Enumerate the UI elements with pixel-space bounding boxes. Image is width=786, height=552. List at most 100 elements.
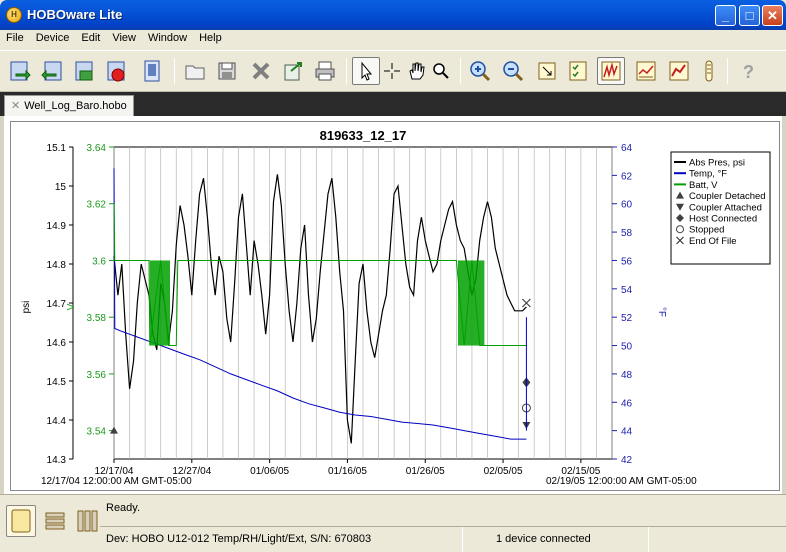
readout-device-icon[interactable]	[38, 57, 66, 85]
temp-tick-label: 58	[621, 228, 633, 239]
device-info-text: Dev: HOBO U12-012 Temp/RH/Light/Ext, S/N…	[106, 533, 372, 545]
menu-file[interactable]: File	[6, 32, 24, 44]
temp-tick-label: 48	[621, 370, 633, 381]
minimize-button[interactable]: _	[715, 5, 736, 26]
legend-triangle-up-icon	[676, 191, 684, 199]
select-area-icon[interactable]	[533, 57, 561, 85]
x-start-label: 12/17/04 12:00:00 AM GMT-05:00	[41, 476, 192, 487]
legend-label: Host Connected	[689, 214, 757, 225]
volt-tick-label: 3.54	[87, 427, 107, 438]
status-area: Ready. Dev: HOBO U12-012 Temp/RH/Light/E…	[0, 494, 786, 552]
legend-diamond-icon	[676, 214, 684, 222]
battery-block	[457, 260, 485, 346]
status-device-icon[interactable]	[70, 57, 98, 85]
hand-tool-icon[interactable]	[402, 57, 430, 85]
window-title: HOBOware Lite	[27, 7, 123, 22]
columns-view-icon[interactable]	[72, 505, 102, 537]
psi-tick-label: 15.1	[47, 143, 67, 154]
close-tab-icon[interactable]: ✕	[11, 100, 21, 112]
psi-tick-label: 14.8	[47, 260, 67, 271]
psi-tick-label: 14.7	[47, 299, 67, 310]
menu-edit[interactable]: Edit	[81, 32, 101, 44]
graph-view-icon[interactable]	[597, 57, 625, 85]
graph-svg[interactable]: 819633_12_17 15.1 15 14.9 14.8 14.7 14.6 14.5 14…	[11, 122, 781, 492]
list-view-icon[interactable]	[40, 505, 70, 537]
x-tick-label: 02/15/05	[561, 466, 600, 477]
details-pane-icon[interactable]	[6, 505, 36, 537]
temp-tick-label: 62	[621, 171, 633, 182]
maximize-button[interactable]: □	[739, 5, 760, 26]
event-coupler-detached	[110, 426, 118, 434]
svg-text:?: ?	[743, 62, 754, 82]
volt-tick-label: 3.58	[87, 313, 107, 324]
series-line-0	[113, 174, 527, 444]
temp-tick-label: 56	[621, 256, 633, 267]
temp-tick-label: 42	[621, 455, 633, 466]
psi-tick-label: 14.9	[47, 221, 67, 232]
x-end-label: 02/19/05 12:00:00 AM GMT-05:00	[546, 476, 697, 487]
psi-tick-label: 14.4	[47, 416, 67, 427]
tab-label: Well_Log_Baro.hobo	[24, 100, 127, 112]
toolbar: ?	[0, 50, 786, 92]
document-tab-strip: ✕ Well_Log_Baro.hobo	[0, 92, 786, 116]
export-icon[interactable]	[279, 57, 307, 85]
volt-tick-label: 3.56	[87, 370, 107, 381]
volt-tick-label: 3.62	[87, 200, 107, 211]
launch-device-icon[interactable]	[6, 57, 34, 85]
x-tick-label: 01/16/05	[328, 466, 367, 477]
temp-tick-label: 46	[621, 398, 633, 409]
zoom-out-icon[interactable]	[499, 57, 527, 85]
temp-tick-label: 60	[621, 200, 633, 211]
x-tick-label: 02/05/05	[484, 466, 523, 477]
pointer-tool-icon[interactable]	[352, 57, 380, 85]
delete-icon[interactable]	[247, 57, 275, 85]
x-tick-label: 01/06/05	[250, 466, 289, 477]
legend-x-icon	[676, 236, 684, 245]
print-icon[interactable]	[311, 57, 339, 85]
menu-window[interactable]: Window	[147, 32, 188, 44]
zoom-tool-icon[interactable]	[427, 57, 455, 85]
save-icon[interactable]	[213, 57, 241, 85]
legend-label: Temp, °F	[689, 169, 727, 180]
psi-tick-label: 14.6	[47, 338, 67, 349]
menu-device[interactable]: Device	[35, 32, 70, 44]
help-icon[interactable]: ?	[734, 57, 762, 85]
legend-label: Stopped	[689, 225, 724, 236]
graph-settings-icon[interactable]	[632, 57, 660, 85]
zoom-in-icon[interactable]	[466, 57, 494, 85]
legend-label: Abs Pres, psi	[689, 158, 745, 169]
legend-label: Batt, V	[689, 180, 718, 191]
checklist-icon[interactable]	[564, 57, 592, 85]
graph-edit-icon[interactable]	[665, 57, 693, 85]
temp-axis-label: °F	[656, 307, 667, 317]
thermometer-icon[interactable]	[695, 57, 723, 85]
x-tick-label: 12/27/04	[172, 466, 211, 477]
crosshair-tool-icon[interactable]	[378, 57, 406, 85]
event-end-of-file	[521, 298, 531, 308]
x-tick-label: 12/17/04	[95, 466, 134, 477]
stop-device-icon[interactable]	[102, 57, 130, 85]
temp-tick-label: 52	[621, 313, 633, 324]
psi-axis-label: psi	[21, 301, 32, 314]
graph-panel[interactable]: 819633_12_17 15.1 15 14.9 14.8 14.7 14.6 14.5 14…	[10, 121, 780, 491]
connection-status-text: 1 device connected	[496, 533, 591, 545]
battery-block	[149, 260, 171, 346]
series-line-1	[113, 168, 527, 440]
temp-tick-label: 54	[621, 285, 633, 296]
menu-help[interactable]: Help	[199, 32, 222, 44]
psi-tick-label: 15	[55, 182, 67, 193]
volt-tick-label: 3.6	[92, 256, 106, 267]
device-status-bar: Dev: HOBO U12-012 Temp/RH/Light/Ext, S/N…	[100, 526, 786, 552]
temp-tick-label: 44	[621, 427, 633, 438]
tab-well-log-baro[interactable]: ✕ Well_Log_Baro.hobo	[4, 95, 134, 116]
device-info-icon[interactable]	[138, 57, 166, 85]
legend-circle-icon	[676, 225, 684, 234]
open-file-icon[interactable]	[181, 57, 209, 85]
window-titlebar[interactable]: H HOBOware Lite _ □ ✕	[0, 0, 786, 30]
psi-tick-label: 14.3	[47, 455, 67, 466]
legend-label: Coupler Attached	[689, 202, 762, 213]
menu-view[interactable]: View	[112, 32, 136, 44]
temp-tick-label: 50	[621, 342, 633, 353]
close-button[interactable]: ✕	[762, 5, 783, 26]
volt-axis-label: V	[66, 303, 77, 310]
